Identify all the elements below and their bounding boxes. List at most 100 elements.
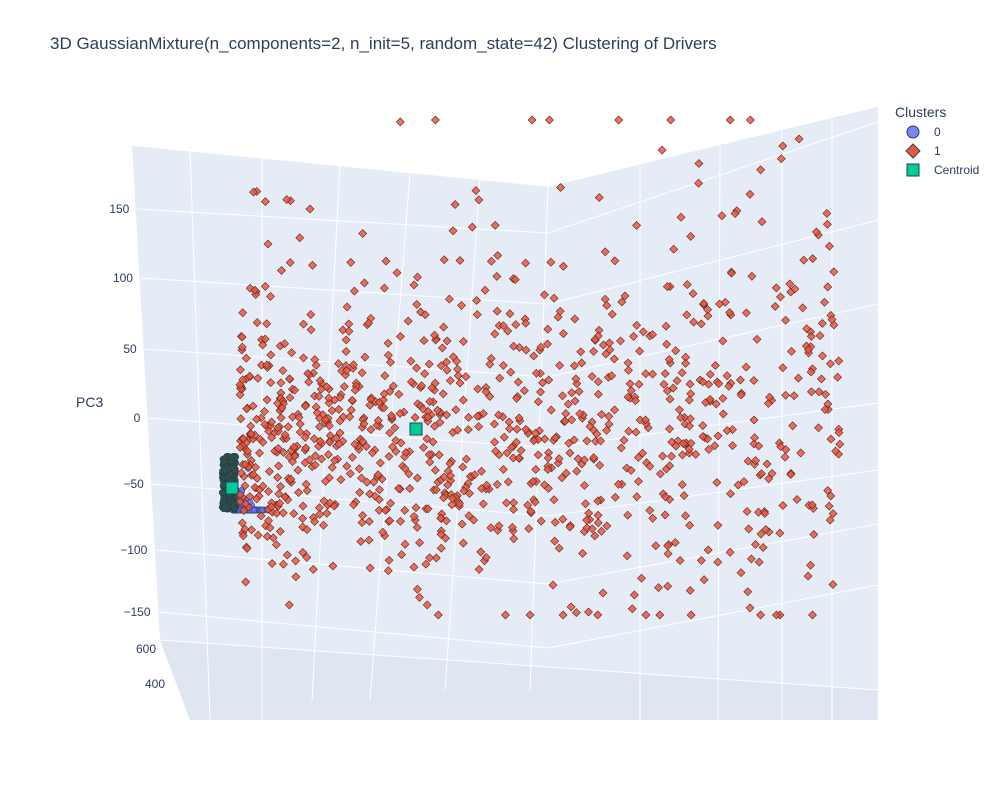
point-cluster-1: [672, 376, 682, 386]
point-cluster-1: [827, 315, 837, 325]
point-cluster-1: [785, 279, 795, 289]
point-cluster-1: [757, 469, 766, 479]
point-cluster-1: [312, 408, 322, 418]
point-cluster-1: [579, 455, 589, 465]
point-cluster-1: [273, 444, 283, 453]
legend-item-centroid[interactable]: Centroid: [895, 161, 979, 180]
point-cluster-1: [604, 419, 614, 429]
point-cluster-1: [455, 499, 465, 509]
point-cluster-1: [285, 374, 295, 384]
point-cluster-1: [400, 505, 410, 515]
point-cluster-1: [394, 483, 404, 493]
point-cluster-1: [334, 404, 344, 414]
grid-line: [547, 105, 879, 187]
z-tick-label: −100: [120, 543, 147, 557]
point-cluster-1: [291, 556, 301, 566]
point-cluster-1: [362, 477, 372, 487]
point-cluster-1: [829, 267, 839, 277]
point-cluster-1: [357, 518, 367, 528]
point-cluster-1: [763, 398, 773, 408]
point-cluster-1: [413, 272, 422, 282]
point-cluster-1: [430, 465, 440, 475]
point-cluster-1: [525, 610, 535, 620]
z-tick-label: 100: [113, 271, 133, 285]
point-cluster-1: [752, 334, 762, 344]
point-cluster-1: [726, 489, 735, 499]
point-cluster-1: [593, 518, 603, 528]
point-cluster-1: [806, 560, 816, 570]
point-cluster-1: [273, 473, 283, 482]
point-cluster-1: [756, 529, 766, 539]
point-cluster-1: [682, 310, 692, 320]
point-cluster-1: [455, 378, 465, 388]
point-cluster-1: [527, 115, 537, 125]
point-cluster-1: [802, 324, 812, 334]
point-cluster-1: [536, 387, 545, 397]
point-cluster-1: [718, 336, 728, 346]
point-cluster-1: [335, 416, 345, 426]
point-cluster-1: [705, 394, 715, 404]
point-cluster-1: [634, 379, 644, 389]
point-cluster-1: [284, 600, 294, 610]
point-cluster-1: [739, 477, 749, 487]
point-cluster-1: [433, 405, 442, 415]
point-cluster-1: [825, 515, 835, 525]
point-cluster-1: [745, 189, 755, 199]
point-cluster-1: [285, 258, 295, 268]
point-cluster-1: [754, 557, 764, 567]
point-cluster-1: [453, 371, 463, 381]
point-cluster-1: [682, 280, 692, 290]
point-cluster-1: [694, 159, 704, 168]
point-cluster-1: [665, 394, 675, 404]
point-cluster-1: [703, 545, 713, 555]
point-cluster-1: [806, 387, 816, 397]
point-cluster-1: [405, 484, 415, 493]
legend-item-1[interactable]: 1: [895, 142, 979, 161]
point-cluster-1: [241, 577, 251, 587]
point-cluster-1: [505, 424, 514, 434]
point-cluster-1: [383, 566, 393, 576]
point-cluster-1: [273, 423, 283, 433]
z-grid-line: [158, 584, 879, 649]
point-cluster-1: [664, 355, 674, 364]
point-cluster-1: [322, 508, 332, 518]
point-cluster-1: [698, 377, 708, 387]
point-cluster-1: [422, 600, 432, 610]
point-cluster-1: [741, 362, 751, 372]
axis-panes: [132, 106, 878, 720]
point-cluster-1: [423, 504, 433, 514]
point-cluster-1: [442, 410, 452, 420]
point-cluster-1: [467, 222, 477, 232]
point-cluster-1: [725, 115, 735, 125]
point-cluster-1: [457, 519, 467, 529]
point-cluster-1: [492, 479, 502, 489]
point-cluster-1: [584, 508, 594, 518]
point-cluster-1: [492, 271, 502, 281]
point-cluster-1: [350, 385, 360, 395]
point-cluster-1: [235, 365, 245, 375]
point-cluster-1: [624, 426, 634, 436]
legend-item-0[interactable]: 0: [895, 123, 979, 142]
point-cluster-1: [380, 371, 390, 381]
point-cluster-1: [576, 347, 586, 357]
point-cluster-1: [677, 480, 687, 490]
point-cluster-1: [514, 413, 524, 423]
point-cluster-1: [509, 505, 518, 514]
point-cluster-1: [533, 450, 543, 460]
point-cluster-1: [817, 318, 827, 328]
point-cluster-1: [824, 501, 834, 511]
point-cluster-1: [256, 511, 266, 521]
point-cluster-1: [283, 422, 293, 432]
point-cluster-1: [623, 358, 633, 368]
point-cluster-1: [420, 369, 430, 379]
point-cluster-1: [626, 386, 636, 395]
point-cluster-1: [494, 410, 504, 420]
point-cluster-1: [786, 470, 796, 479]
point-cluster-1: [705, 369, 715, 379]
point-cluster-1: [461, 372, 471, 382]
point-cluster-1: [824, 241, 834, 251]
point-cluster-1: [356, 537, 366, 546]
point-cluster-1: [593, 389, 603, 399]
point-cluster-0: [231, 505, 238, 513]
